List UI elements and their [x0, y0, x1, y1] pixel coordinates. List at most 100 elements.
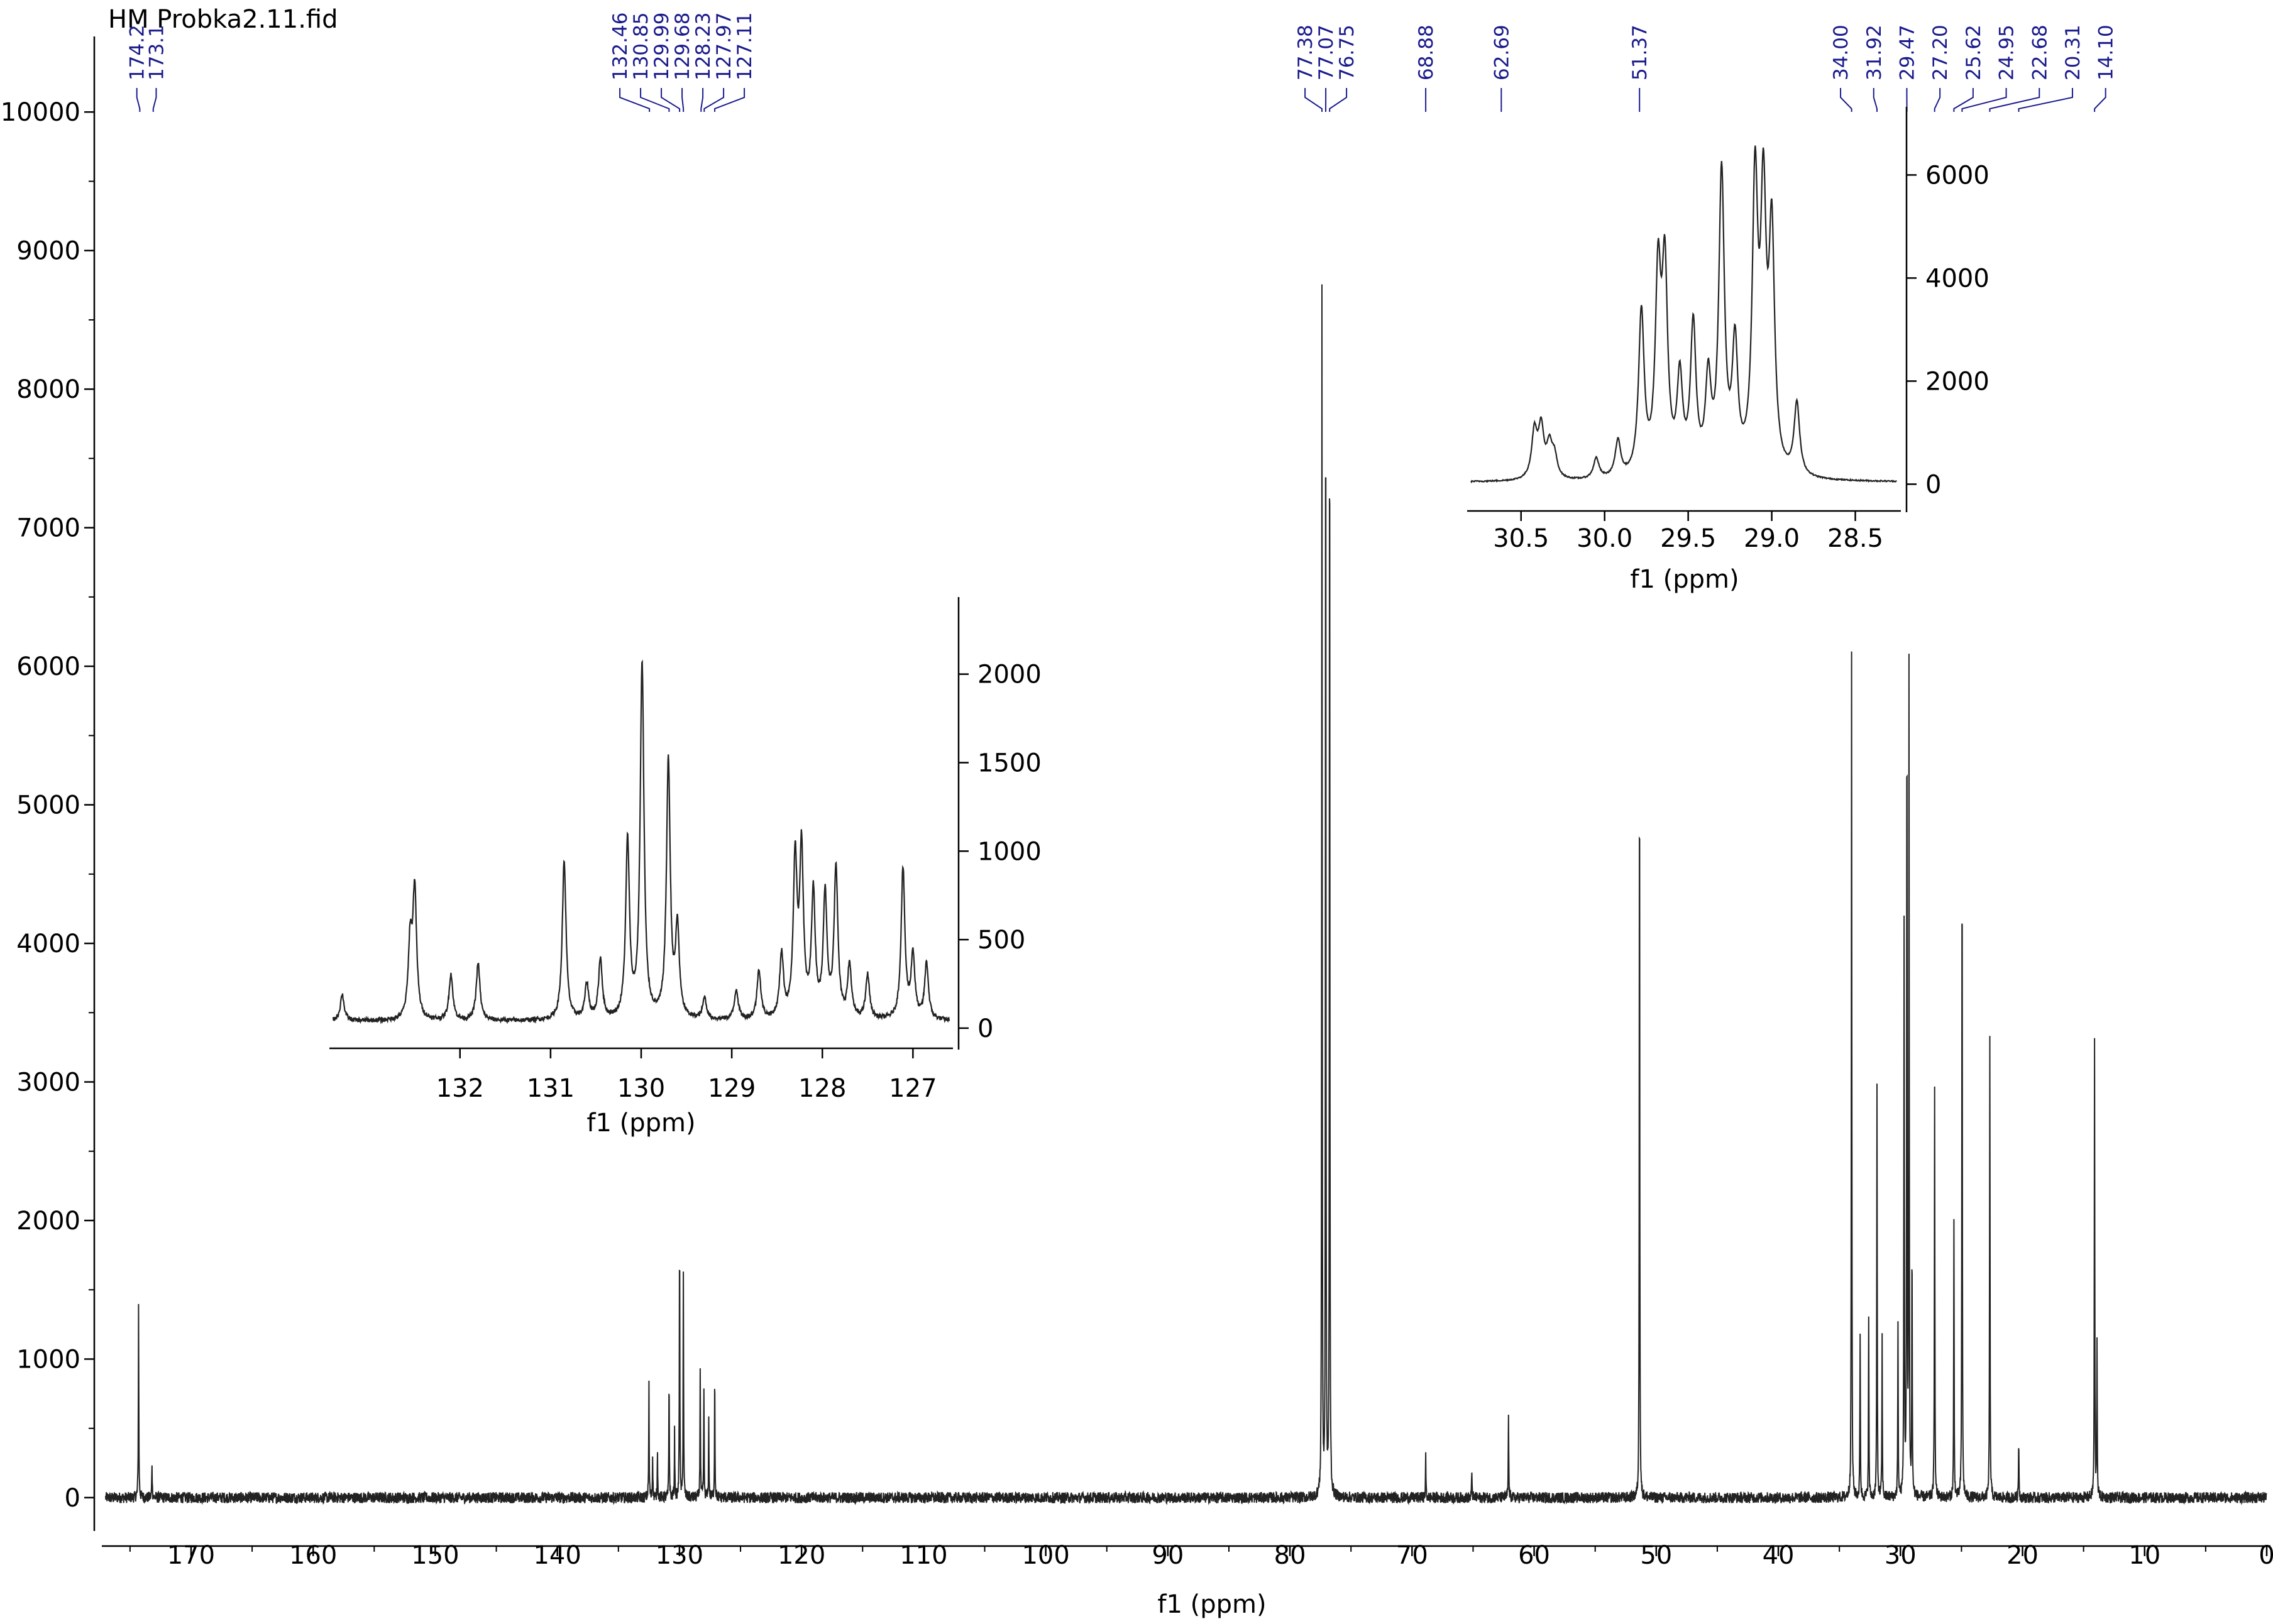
x-tick-label: 140 — [533, 1541, 581, 1570]
main-spectrum-line — [105, 284, 2267, 1505]
peak-label-77.38: 77.38 — [1294, 25, 1317, 80]
x-tick-label: 110 — [900, 1541, 947, 1570]
x-tick-label: 90 — [1152, 1541, 1184, 1570]
peak-label-129.99: 129.99 — [651, 13, 673, 80]
inset-aliphatic-spectrum-line — [1470, 145, 1897, 484]
y-tick-label: 1000 — [977, 837, 1042, 866]
peak-label-51.37: 51.37 — [1629, 25, 1651, 80]
peak-label-connector — [1329, 88, 1348, 112]
peak-label-connector — [1961, 88, 2007, 112]
x-tick-label: 30.0 — [1577, 524, 1632, 553]
x-tick-label: 20 — [2006, 1541, 2039, 1570]
x-tick-label: 127 — [889, 1074, 937, 1103]
x-axis-title: f1 (ppm) — [586, 1109, 695, 1138]
peak-label-34.00: 34.00 — [1830, 25, 1852, 80]
x-tick-label: 80 — [1274, 1541, 1306, 1570]
x-tick-label: 29.0 — [1744, 524, 1800, 553]
peak-label-68.88: 68.88 — [1415, 25, 1438, 80]
x-tick-label: 132 — [436, 1074, 484, 1103]
x-tick-label: 50 — [1640, 1541, 1672, 1570]
y-tick-label: 1500 — [977, 749, 1042, 777]
x-tick-label: 130 — [656, 1541, 703, 1570]
x-tick-label: 100 — [1021, 1541, 1069, 1570]
peak-label-20.31: 20.31 — [2062, 25, 2084, 80]
y-tick-label: 2000 — [1925, 367, 1990, 396]
peak-label-connector — [1840, 88, 1852, 112]
peak-label-connector — [681, 88, 685, 112]
peak-label-connector — [152, 88, 157, 112]
x-tick-label: 30.5 — [1493, 524, 1549, 553]
x-tick-label: 10 — [2128, 1541, 2160, 1570]
x-tick-label: 130 — [617, 1074, 665, 1103]
x-tick-label: 128 — [798, 1074, 846, 1103]
inset-aliphatic-panel: 30.5 30.0 29.5 29.0 28.5 f1 (ppm) 0 2000 4000 600… — [1467, 107, 1990, 594]
x-tick-label: 60 — [1518, 1541, 1550, 1570]
x-tick-label: 70 — [1396, 1541, 1428, 1570]
peak-label-connector — [703, 88, 725, 112]
inset-aromatic-panel: 132 131 130 129 128 127 f1 (ppm) 0 500 1000 1500 20… — [329, 597, 1042, 1138]
y-tick-label: 0 — [1925, 470, 1941, 499]
x-tick-label: 129 — [708, 1074, 756, 1103]
peak-label-128.23: 128.23 — [692, 13, 715, 80]
peak-label-connector — [1934, 88, 1941, 112]
peak-label-174.2: 174.2 — [126, 25, 149, 80]
y-tick-label: 2000 — [16, 1207, 80, 1236]
peak-label-76.75: 76.75 — [1336, 25, 1358, 80]
y-tick-label: 4000 — [16, 930, 80, 958]
y-tick-label: 500 — [977, 926, 1025, 955]
x-tick-label: 28.5 — [1827, 524, 1883, 553]
peak-label-27.20: 27.20 — [1929, 25, 1952, 80]
peak-label-connector — [700, 88, 704, 112]
y-tick-label: 4000 — [1925, 264, 1990, 293]
y-tick-label: 8000 — [16, 375, 80, 404]
y-tick-label: 6000 — [16, 652, 80, 681]
y-tick-label: 0 — [65, 1484, 80, 1513]
peak-label-connector — [640, 88, 670, 112]
inset-aromatic-spectrum-line — [332, 659, 950, 1024]
peak-label-129.68: 129.68 — [671, 13, 694, 80]
peak-label-130.85: 130.85 — [630, 13, 652, 80]
x-tick-label: 29.5 — [1660, 524, 1716, 553]
y-tick-label: 7000 — [16, 514, 80, 543]
peak-label-29.47: 29.47 — [1896, 25, 1918, 80]
peak-label-connector — [714, 88, 746, 112]
file-title: HM Probka2.11.fid — [108, 5, 338, 34]
peak-label-127.97: 127.97 — [713, 13, 735, 80]
peak-label-77.07: 77.07 — [1315, 25, 1338, 80]
y-tick-label: 1000 — [16, 1345, 80, 1374]
x-tick-label: 150 — [411, 1541, 459, 1570]
x-tick-label: 30 — [1885, 1541, 1917, 1570]
peak-label-connector — [1873, 88, 1878, 112]
peak-label-connector — [619, 88, 651, 112]
peak-label-connector — [2094, 88, 2106, 112]
peak-label-14.10: 14.10 — [2095, 25, 2118, 80]
x-tick-label: 160 — [289, 1541, 337, 1570]
x-tick-label: 170 — [167, 1541, 215, 1570]
peak-label-22.68: 22.68 — [2028, 25, 2051, 80]
peak-label-connector — [661, 88, 681, 112]
peak-label-connector — [136, 88, 141, 112]
y-tick-label: 5000 — [16, 791, 80, 820]
peak-label-132.46: 132.46 — [609, 13, 632, 80]
y-tick-label: 2000 — [977, 661, 1042, 689]
peak-label-connector — [1953, 88, 1974, 112]
peak-label-62.69: 62.69 — [1490, 25, 1513, 80]
x-axis-title: f1 (ppm) — [1157, 1590, 1266, 1619]
x-tick-label: 120 — [778, 1541, 825, 1570]
x-axis-title: f1 (ppm) — [1630, 565, 1739, 594]
y-tick-label: 6000 — [1925, 161, 1990, 190]
peak-label-connector — [2018, 88, 2073, 112]
peak-label-connector — [1304, 88, 1323, 112]
peak-label-24.95: 24.95 — [1996, 25, 2018, 80]
peak-label-connector — [1989, 88, 2040, 112]
x-tick-label: 40 — [1763, 1541, 1795, 1570]
x-tick-label: 0 — [2259, 1541, 2273, 1570]
x-tick-label: 131 — [527, 1074, 575, 1103]
peak-label-25.62: 25.62 — [1962, 25, 1985, 80]
peak-label-31.92: 31.92 — [1863, 25, 1886, 80]
y-tick-label: 10000 — [1, 98, 80, 127]
peak-label-173.1: 173.1 — [145, 25, 168, 80]
y-tick-label: 0 — [977, 1014, 993, 1043]
main-panel: 170 160 150 140 130 120 110 100 90 80 70 60 50 40 30 20… — [1, 13, 2273, 1619]
